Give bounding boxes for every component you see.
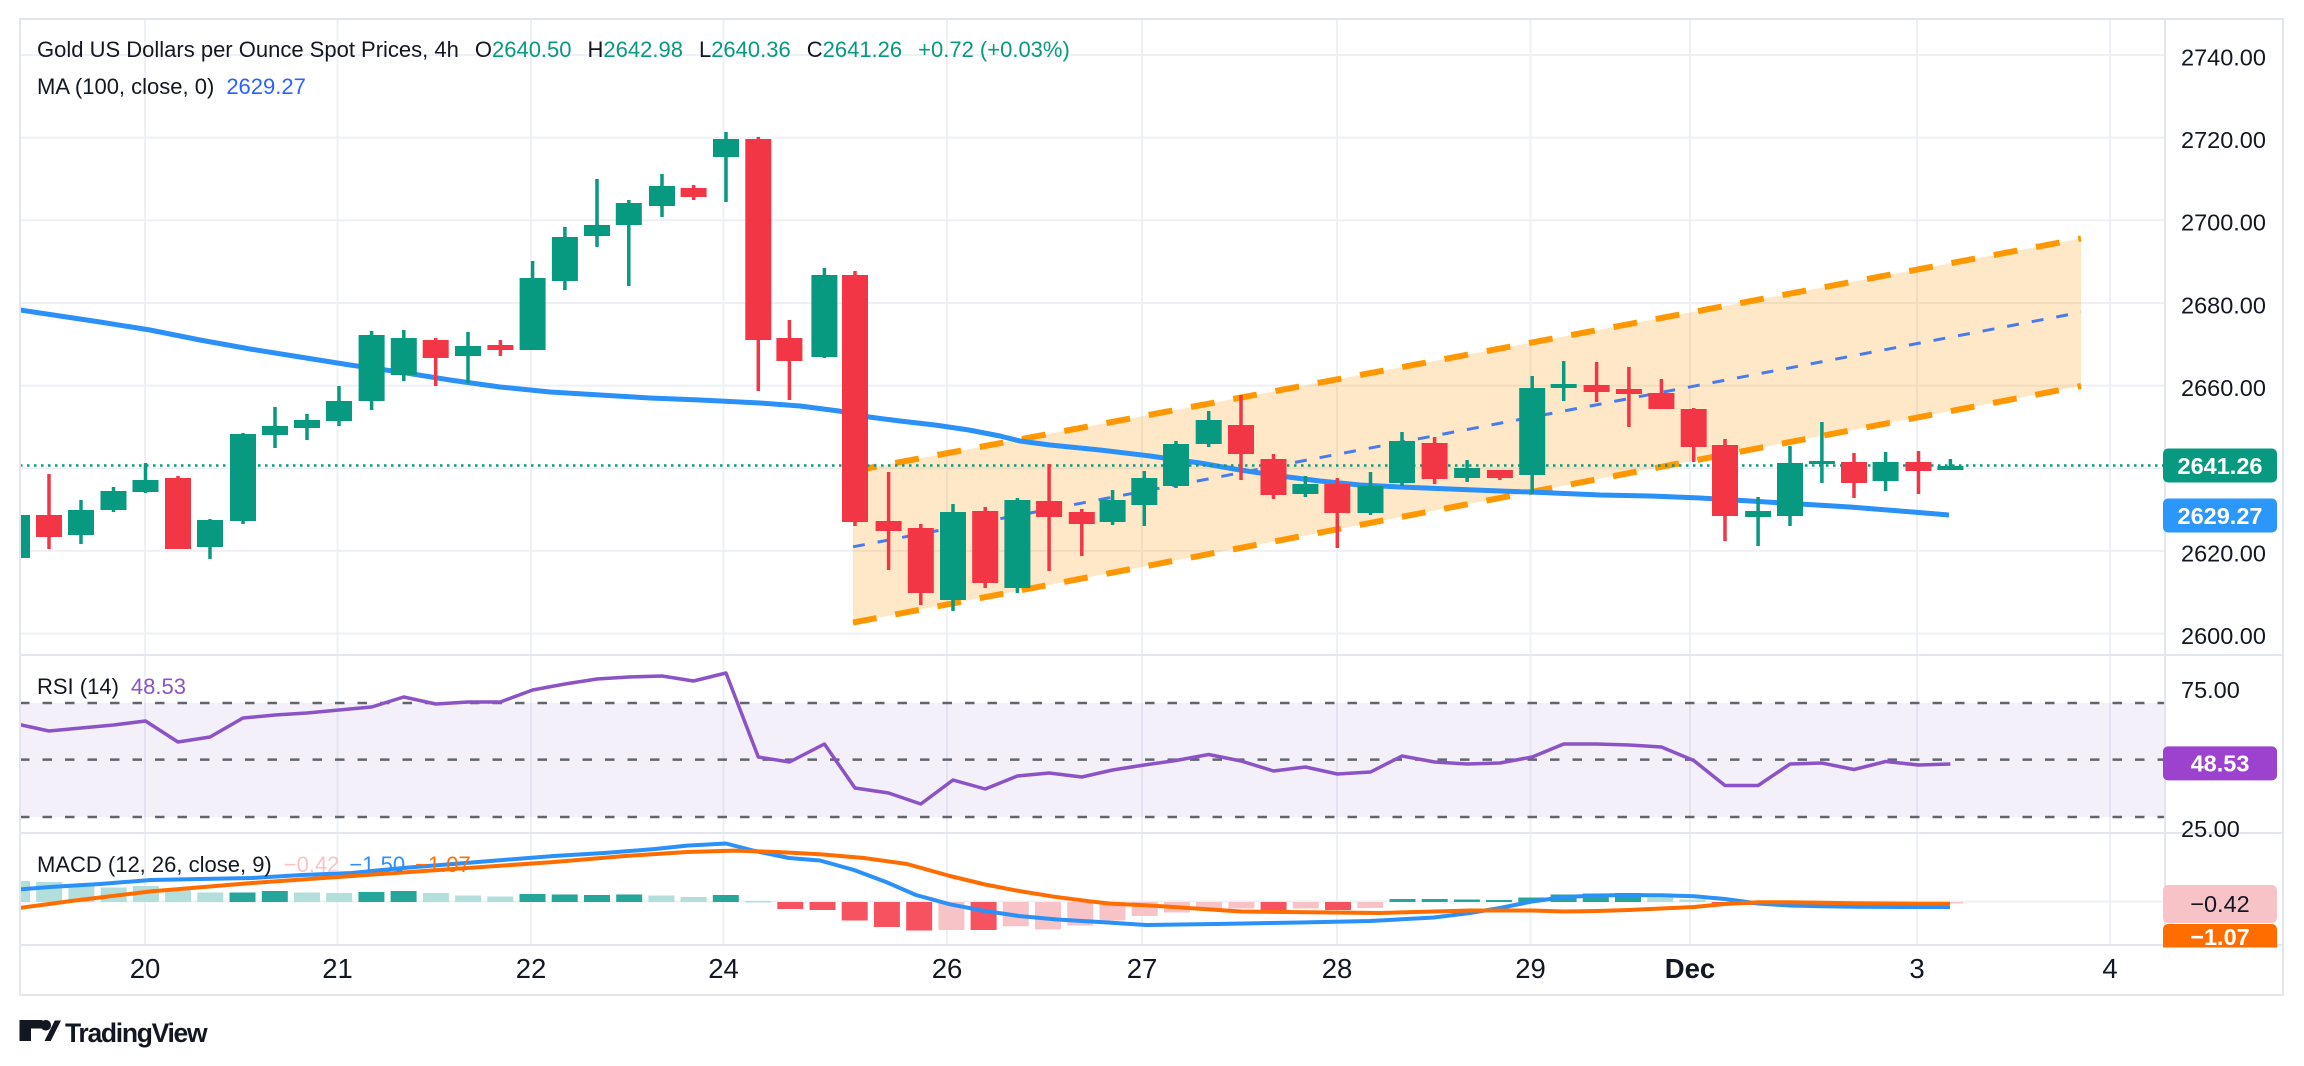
svg-text:−1.07: −1.07 <box>2190 924 2249 950</box>
svg-text:21: 21 <box>322 953 353 984</box>
svg-text:2660.00: 2660.00 <box>2181 375 2266 401</box>
svg-text:75.00: 75.00 <box>2181 677 2240 703</box>
svg-text:26: 26 <box>932 953 963 984</box>
svg-text:4: 4 <box>2102 953 2117 984</box>
svg-text:2680.00: 2680.00 <box>2181 292 2266 318</box>
svg-text:27: 27 <box>1127 953 1158 984</box>
svg-text:22: 22 <box>516 953 547 984</box>
svg-text:2629.27: 2629.27 <box>2178 503 2263 529</box>
svg-text:−0.42: −0.42 <box>2190 891 2249 917</box>
svg-text:MACD (12, 26, close, 9)−0.42−1: MACD (12, 26, close, 9) −0.42 −1.50 −1.07 <box>37 852 471 877</box>
svg-text:2600.00: 2600.00 <box>2181 623 2266 649</box>
svg-text:24: 24 <box>708 953 739 984</box>
svg-text:25.00: 25.00 <box>2181 816 2240 842</box>
svg-text:Dec: Dec <box>1665 953 1715 984</box>
svg-text:29: 29 <box>1515 953 1546 984</box>
svg-text:48.53: 48.53 <box>2191 751 2250 777</box>
svg-text:Gold US Dollars per Ounce Spot: Gold US Dollars per Ounce Spot Prices, 4… <box>37 37 1070 62</box>
svg-text:TradingView: TradingView <box>65 1018 208 1048</box>
svg-text:2740.00: 2740.00 <box>2181 44 2266 70</box>
svg-text:3: 3 <box>1909 953 1924 984</box>
svg-text:2720.00: 2720.00 <box>2181 127 2266 153</box>
svg-text:2641.26: 2641.26 <box>2178 453 2263 479</box>
svg-text:20: 20 <box>130 953 161 984</box>
svg-text:RSI (14)48.53: RSI (14) 48.53 <box>37 674 186 699</box>
svg-text:2620.00: 2620.00 <box>2181 540 2266 566</box>
svg-text:MA (100, close, 0)2629.27: MA (100, close, 0) 2629.27 <box>37 74 306 99</box>
svg-text:2700.00: 2700.00 <box>2181 210 2266 236</box>
svg-text:28: 28 <box>1322 953 1353 984</box>
